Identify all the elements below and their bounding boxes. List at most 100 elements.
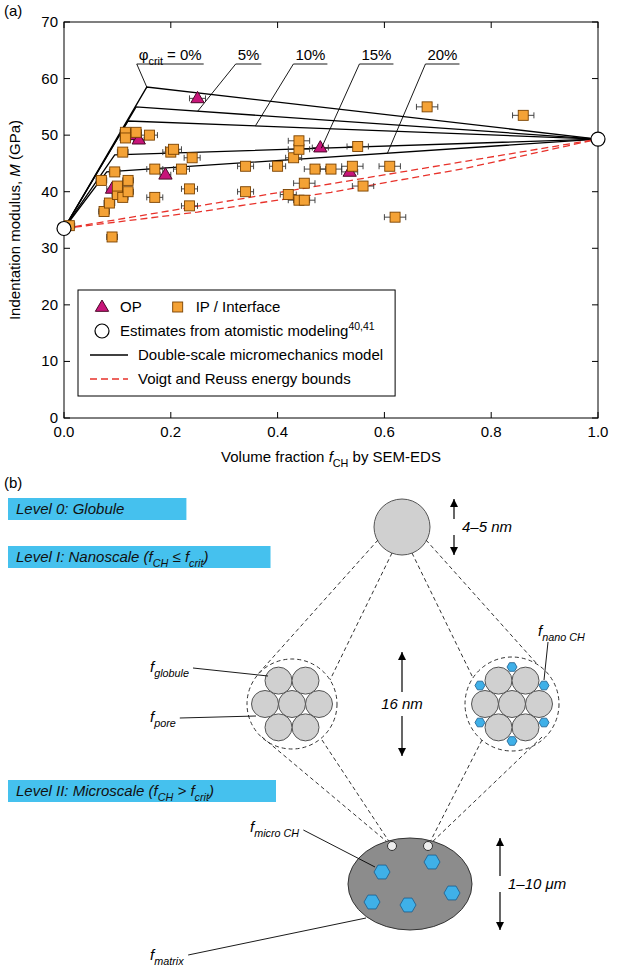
data-point: [390, 212, 400, 222]
x-tick-label: 0.6: [374, 423, 395, 440]
x-axis-title: Volume fraction fCH by SEM-EDS: [221, 448, 441, 469]
data-point: [123, 175, 133, 185]
leader-line: [387, 64, 425, 153]
text-run: Estimates from atomistic modeling: [120, 322, 348, 339]
data-point: [294, 136, 304, 146]
x-tick-label: 0.2: [160, 423, 181, 440]
level-title: Level II: Microscale (fCH > fcrit): [16, 782, 214, 803]
text-run: by SEM-EDS: [348, 448, 441, 465]
component-label: fmicro CH: [250, 818, 299, 839]
model-line: [64, 139, 598, 228]
text-run: (GPa): [6, 120, 23, 164]
globule: [512, 667, 539, 694]
text-run: 0%: [180, 46, 202, 63]
curve-label: 15%: [361, 46, 391, 63]
text-run: Volume fraction: [221, 448, 329, 465]
text-run: ≤ f: [168, 548, 191, 565]
model-line: [64, 107, 598, 229]
arrow-head: [450, 547, 458, 555]
plot-area: [57, 87, 605, 242]
data-point: [518, 110, 528, 120]
x-tick: [170, 22, 171, 28]
data-point: [314, 141, 327, 152]
leader-line: [236, 64, 262, 65]
text-run: crit: [148, 55, 162, 67]
x-tick-label: 1.0: [588, 423, 609, 440]
data-point: [358, 181, 368, 191]
data-point: [159, 168, 172, 179]
legend-label: Voigt and Reuss energy bounds: [138, 370, 351, 387]
globule: [526, 691, 553, 718]
level-banner: [8, 546, 271, 568]
legend-marker: [173, 302, 183, 312]
nanoscale-point: [424, 842, 433, 851]
legend-marker: [95, 324, 109, 338]
globule: [472, 691, 499, 718]
data-point: [385, 161, 395, 171]
globule: [292, 714, 319, 741]
text-run: CH: [333, 457, 349, 469]
text-run: 10%: [295, 46, 325, 63]
data-point: [191, 91, 204, 102]
y-tick: [592, 361, 598, 362]
x-tick-label: 0.4: [267, 423, 288, 440]
text-run: CH: [153, 557, 169, 569]
x-tick: [384, 22, 385, 28]
y-tick: [64, 418, 70, 419]
component-label: fnano CH: [538, 622, 585, 643]
size-label: 4–5 nm: [462, 518, 512, 535]
curve-label: 20%: [427, 46, 457, 63]
text-run: Voigt and Reuss energy bounds: [138, 370, 351, 387]
data-point: [118, 147, 128, 157]
y-tick-label: 40: [41, 183, 58, 200]
text-run: OP: [120, 298, 142, 315]
leader-line: [321, 64, 359, 148]
data-point: [241, 187, 251, 197]
legend-label: Double-scale micromechanics model: [138, 346, 383, 363]
model-line: [64, 121, 598, 228]
y-tick-label: 0: [50, 409, 58, 426]
data-point: [168, 144, 178, 154]
text-run: globule: [154, 667, 189, 679]
text-run: ): [202, 548, 209, 565]
connector: [412, 553, 474, 680]
micro-ch: [424, 855, 440, 869]
x-tick: [277, 22, 278, 28]
arrow-head: [450, 499, 458, 507]
globule: [485, 667, 512, 694]
legend-line: [90, 378, 128, 379]
text-run: 20%: [427, 46, 457, 63]
legend-box: [78, 290, 395, 396]
text-run: 5%: [238, 46, 260, 63]
text-run: crit: [195, 791, 210, 803]
data-point: [273, 161, 283, 171]
x-tick: [64, 412, 65, 418]
data-point: [241, 161, 251, 171]
y-tick: [64, 304, 70, 305]
data-point: [184, 184, 194, 194]
nano-ch: [507, 737, 517, 746]
arrow-head: [398, 652, 406, 660]
micro-ch: [374, 865, 390, 879]
data-point: [283, 190, 293, 200]
data-point: [347, 161, 357, 171]
y-tick: [64, 361, 70, 362]
connector: [322, 740, 392, 846]
text-run: =: [163, 46, 180, 63]
x-tick: [491, 22, 492, 28]
nano-ch: [539, 718, 549, 727]
text-run: 40,41: [348, 320, 374, 332]
text-run: matrix: [154, 955, 184, 967]
panel-label: (b): [4, 474, 22, 491]
leader-line: [198, 64, 236, 111]
data-point: [310, 164, 320, 174]
panel-label: (a): [4, 2, 22, 19]
nano-ch: [475, 681, 485, 690]
leader-line: [255, 64, 293, 126]
leader-line: [425, 64, 459, 65]
text-run: pore: [153, 717, 176, 729]
legend-line: [90, 354, 128, 355]
arrow-head: [496, 838, 504, 846]
text-run: Level II: Microscale (: [16, 782, 156, 799]
leader-line: [303, 830, 375, 867]
